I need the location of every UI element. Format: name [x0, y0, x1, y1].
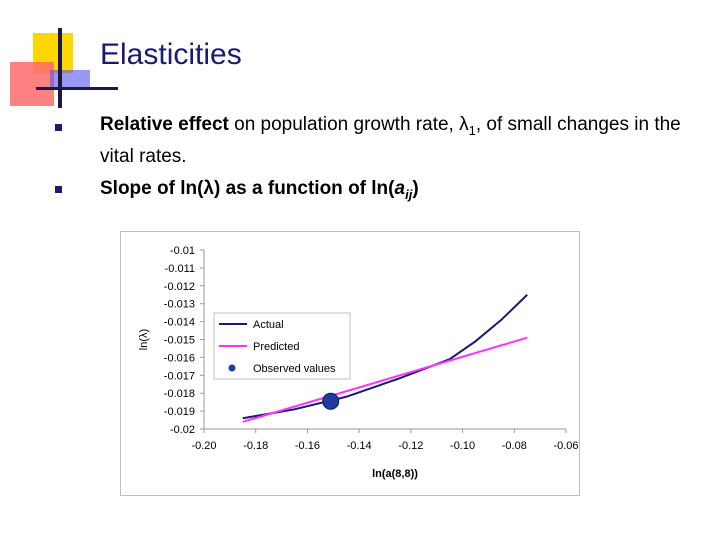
predicted-series-line [242, 336, 528, 423]
bullet-1-bold: Relative effect [100, 114, 229, 135]
bullet-marker-1 [55, 124, 62, 131]
bullet-2-text: Slope of ln(λ) as a function of ln( [100, 178, 395, 199]
legend-label: Predicted [253, 341, 299, 353]
y-tick-label: -0.011 [165, 263, 195, 275]
bullet-1-sub: 1 [468, 122, 476, 138]
y-tick-label: -0.015 [164, 335, 195, 347]
x-tick-label: -0.14 [347, 440, 372, 452]
y-axis-label: ln(λ) [138, 329, 150, 350]
bullet-1-tail: , of small changes in the vital rates. [100, 114, 681, 167]
chart-legend: Actual Predicted Observed values [213, 312, 351, 380]
y-tick-label: -0.017 [164, 370, 195, 382]
observed-value-point [322, 392, 340, 410]
bullet-1-text: on population growth rate, λ [228, 114, 469, 135]
bullet-2-close: ) [412, 178, 419, 199]
legend-label: Actual [253, 319, 284, 331]
deco-pink-square [10, 62, 54, 106]
x-tick-label: -0.18 [243, 440, 268, 452]
page-title: Elasticities [100, 38, 242, 71]
deco-horizontal-bar [36, 87, 118, 90]
x-tick-label: -0.12 [398, 440, 423, 452]
legend-label: Observed values [253, 363, 336, 375]
x-axis-label: ln(a(8,8)) [372, 468, 418, 480]
bullet-marker-2 [55, 186, 62, 193]
y-tick-label: -0.02 [170, 424, 195, 436]
x-tick-label: -0.10 [450, 440, 475, 452]
y-tick-label: -0.016 [164, 352, 195, 364]
bullet-2: Slope of ln(λ) as a function of ln(aij) [100, 176, 700, 208]
legend-marker [228, 364, 236, 372]
elasticity-chart: -0.01 -0.011 -0.012 -0.013 -0.014 -0.015 -0.01… [138, 245, 579, 480]
x-tick-label: -0.06 [553, 440, 578, 452]
y-tick-label: -0.013 [164, 299, 195, 311]
bullet-2-italic: a [394, 178, 406, 199]
y-tick-label: -0.01 [170, 245, 195, 257]
x-tick-label: -0.08 [502, 440, 527, 452]
y-tick-label: -0.018 [164, 388, 195, 400]
y-tick-label: -0.014 [164, 317, 195, 329]
y-tick-label: -0.019 [164, 406, 195, 418]
bullet-2-sub: ij [405, 186, 413, 202]
x-tick-label: -0.20 [191, 440, 216, 452]
deco-vertical-bar [58, 28, 62, 108]
bullet-1: Relative effect on population growth rat… [100, 112, 700, 170]
y-tick-label: -0.012 [164, 281, 195, 293]
chart-frame: -0.01 -0.011 -0.012 -0.013 -0.014 -0.015 -0.01… [120, 231, 580, 496]
x-tick-label: -0.16 [295, 440, 320, 452]
